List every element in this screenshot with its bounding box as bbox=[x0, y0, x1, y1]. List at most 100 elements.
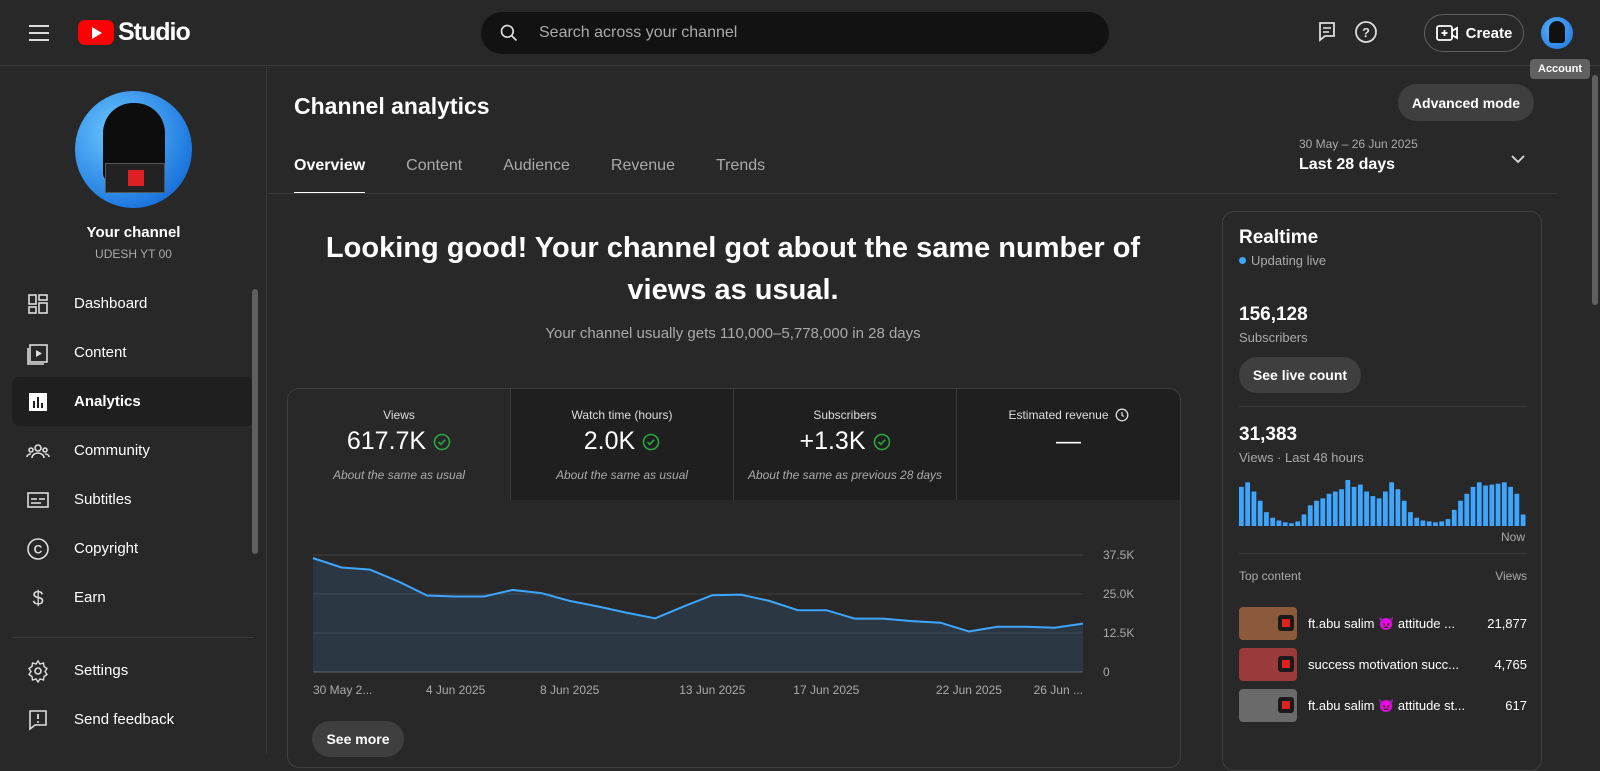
sidebar-item-content[interactable]: Content bbox=[12, 328, 254, 377]
tab-audience[interactable]: Audience bbox=[503, 157, 570, 194]
channel-handle: UDESH YT 00 bbox=[0, 247, 267, 261]
metrics-card: Views 617.7K About the same as usual Wat… bbox=[287, 388, 1181, 768]
sidebar-item-label: Subtitles bbox=[74, 491, 132, 508]
search-bar[interactable] bbox=[481, 12, 1109, 54]
search-icon bbox=[499, 23, 519, 43]
realtime-bar bbox=[1283, 522, 1288, 526]
channel-title: Your channel bbox=[0, 224, 267, 241]
create-video-icon bbox=[1436, 24, 1458, 42]
realtime-bar bbox=[1408, 512, 1413, 526]
main-content: Channel analytics Advanced mode Overview… bbox=[268, 67, 1600, 753]
earn-icon: $ bbox=[26, 586, 50, 610]
see-live-count-button[interactable]: See live count bbox=[1239, 357, 1361, 393]
tab-trends[interactable]: Trends bbox=[716, 157, 765, 194]
realtime-bar bbox=[1471, 487, 1476, 526]
list-item[interactable]: ft.abu salim 👿 attitude st... 617 bbox=[1239, 685, 1527, 726]
tabs-divider bbox=[268, 193, 1558, 194]
search-input[interactable] bbox=[539, 24, 1079, 42]
metric-views[interactable]: Views 617.7K About the same as usual bbox=[288, 389, 511, 500]
y-tick-label: 25.0K bbox=[1103, 587, 1134, 601]
realtime-bar bbox=[1446, 519, 1451, 526]
realtime-bar bbox=[1289, 523, 1294, 526]
x-tick-label: 22 Jun 2025 bbox=[936, 683, 1002, 697]
advanced-mode-button[interactable]: Advanced mode bbox=[1398, 84, 1534, 121]
realtime-bar bbox=[1452, 510, 1457, 526]
svg-text:?: ? bbox=[1362, 25, 1370, 40]
x-tick-label: 26 Jun ... bbox=[1034, 683, 1083, 697]
list-item[interactable]: success motivation succ... 4,765 bbox=[1239, 644, 1527, 685]
sidebar-item-label: Content bbox=[74, 344, 127, 361]
metric-estimated-revenue[interactable]: Estimated revenue — bbox=[957, 389, 1180, 500]
create-label: Create bbox=[1466, 25, 1513, 42]
realtime-bar bbox=[1352, 487, 1357, 526]
menu-icon[interactable] bbox=[22, 20, 56, 46]
video-views: 4,765 bbox=[1467, 657, 1527, 672]
realtime-bar bbox=[1364, 492, 1369, 527]
realtime-bar bbox=[1333, 492, 1338, 527]
sidebar-scrollbar[interactable] bbox=[252, 289, 258, 554]
list-item[interactable]: ft.abu salim 👿 attitude ... 21,877 bbox=[1239, 603, 1527, 644]
feedback-message-icon[interactable] bbox=[1315, 20, 1339, 44]
tab-overview[interactable]: Overview bbox=[294, 157, 365, 194]
realtime-bar bbox=[1414, 518, 1419, 526]
realtime-bar bbox=[1489, 485, 1494, 526]
metric-value: 617.7K bbox=[347, 427, 426, 456]
video-thumbnail bbox=[1239, 689, 1297, 722]
sidebar-item-community[interactable]: Community bbox=[12, 426, 254, 475]
realtime-bar bbox=[1302, 515, 1307, 527]
create-button[interactable]: Create bbox=[1424, 14, 1524, 52]
chevron-down-icon[interactable] bbox=[1508, 149, 1528, 169]
video-title: success motivation succ... bbox=[1308, 657, 1467, 672]
realtime-bar bbox=[1464, 494, 1469, 526]
date-range-dates: 30 May – 26 Jun 2025 bbox=[1299, 137, 1418, 151]
metric-watch-time[interactable]: Watch time (hours) 2.0K About the same a… bbox=[511, 389, 734, 500]
metric-subscribers[interactable]: Subscribers +1.3K About the same as prev… bbox=[734, 389, 957, 500]
sidebar-item-label: Community bbox=[74, 442, 150, 459]
realtime-bar bbox=[1245, 482, 1250, 526]
realtime-bar bbox=[1345, 480, 1350, 526]
sidebar-item-settings[interactable]: Settings bbox=[12, 646, 254, 695]
realtime-bar bbox=[1270, 518, 1275, 526]
realtime-bar bbox=[1514, 494, 1519, 526]
sidebar-item-dashboard[interactable]: Dashboard bbox=[12, 279, 254, 328]
sidebar-item-label: Send feedback bbox=[74, 711, 174, 728]
realtime-bar bbox=[1314, 501, 1319, 526]
metric-value: — bbox=[1056, 427, 1081, 456]
content-icon bbox=[26, 341, 50, 365]
page-scrollbar[interactable] bbox=[1592, 75, 1598, 305]
sidebar-item-label: Dashboard bbox=[74, 295, 147, 312]
sidebar-item-analytics[interactable]: Analytics bbox=[12, 377, 254, 426]
sidebar-item-earn[interactable]: $ Earn bbox=[12, 573, 254, 622]
realtime-views-chart bbox=[1239, 478, 1527, 526]
metric-value: 2.0K bbox=[584, 427, 635, 456]
realtime-bar bbox=[1358, 485, 1363, 526]
check-circle-icon bbox=[642, 433, 660, 451]
video-title: ft.abu salim 👿 attitude ... bbox=[1308, 616, 1467, 632]
check-circle-icon bbox=[433, 433, 451, 451]
sidebar-bottom-nav: Settings Send feedback bbox=[12, 637, 254, 744]
tab-revenue[interactable]: Revenue bbox=[611, 157, 675, 194]
realtime-card: Realtime Updating live 156,128 Subscribe… bbox=[1222, 211, 1542, 771]
sidebar-item-send-feedback[interactable]: Send feedback bbox=[12, 695, 254, 744]
metric-label: Subscribers bbox=[734, 408, 956, 422]
analytics-tabs: Overview Content Audience Revenue Trends bbox=[294, 157, 806, 194]
sidebar-item-subtitles[interactable]: Subtitles bbox=[12, 475, 254, 524]
see-more-button[interactable]: See more bbox=[312, 721, 404, 757]
video-thumbnail bbox=[1239, 648, 1297, 681]
channel-avatar[interactable] bbox=[75, 91, 192, 208]
sidebar-item-copyright[interactable]: C Copyright bbox=[12, 524, 254, 573]
metric-label: Watch time (hours) bbox=[511, 408, 733, 422]
x-tick-label: 8 Jun 2025 bbox=[540, 683, 600, 697]
realtime-bar bbox=[1389, 482, 1394, 526]
svg-text:$: $ bbox=[32, 588, 43, 610]
studio-logo[interactable]: Studio bbox=[78, 18, 190, 47]
copyright-icon: C bbox=[26, 537, 50, 561]
account-avatar[interactable] bbox=[1541, 17, 1573, 49]
date-range-selector[interactable]: 30 May – 26 Jun 2025 Last 28 days bbox=[1299, 137, 1418, 174]
help-icon[interactable]: ? bbox=[1354, 20, 1378, 44]
tab-content[interactable]: Content bbox=[406, 157, 462, 194]
metric-label: Estimated revenue bbox=[1008, 408, 1108, 422]
check-circle-icon bbox=[873, 433, 891, 451]
realtime-bar bbox=[1370, 496, 1375, 526]
